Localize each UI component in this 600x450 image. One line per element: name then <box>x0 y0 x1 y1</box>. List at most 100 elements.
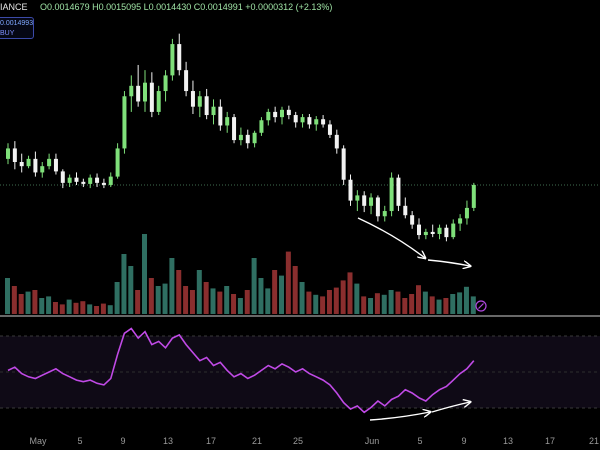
candle-body <box>163 75 168 92</box>
volume-bar <box>100 303 106 314</box>
candle-body <box>47 158 52 167</box>
candle-body <box>273 111 278 118</box>
candle-body <box>53 158 58 172</box>
candle-body <box>108 176 113 185</box>
candle-body <box>136 85 141 102</box>
volume-bar <box>183 286 189 314</box>
volume-bar <box>251 258 257 314</box>
volume-bar <box>244 290 250 314</box>
volume-bar <box>25 291 31 314</box>
volume-bar <box>313 294 319 314</box>
volume-bar <box>210 288 216 314</box>
candle-body <box>115 148 120 177</box>
candle-body <box>314 119 319 125</box>
candle-body <box>444 227 449 238</box>
candle-body <box>81 181 86 184</box>
candle-body <box>382 211 387 217</box>
x-tick-label: 5 <box>77 436 82 446</box>
volume-bar <box>320 296 326 314</box>
candle-body <box>334 134 339 149</box>
divergence-arrow-rsi-2 <box>431 402 470 413</box>
volume-bar <box>66 299 72 314</box>
candle-body <box>252 132 257 144</box>
candle-body <box>280 109 284 118</box>
volume-bar <box>203 282 209 314</box>
volume-bar <box>94 306 100 314</box>
volume-bar <box>272 270 278 314</box>
volume-bar <box>237 298 243 314</box>
candle-body <box>225 117 230 126</box>
candle-body <box>451 223 456 238</box>
candle-body <box>101 182 106 185</box>
candle-body <box>95 177 100 183</box>
x-axis: May 5 9 13 17 21 25 Jun 5 9 13 17 21 <box>29 436 599 446</box>
x-tick-label: Jun <box>365 436 380 446</box>
volume-bar <box>258 278 264 314</box>
x-tick-label: 9 <box>461 436 466 446</box>
candle-body <box>19 162 24 167</box>
open-value: O0.0014679 <box>40 2 90 12</box>
volume-bar <box>463 286 469 314</box>
volume-bar <box>176 270 182 314</box>
volume-bar <box>73 302 79 314</box>
x-tick-label: 5 <box>417 436 422 446</box>
x-tick-label: 21 <box>589 436 599 446</box>
change-value: +0.0000312 (+2.13%) <box>245 2 333 12</box>
candle-body <box>307 117 312 125</box>
volume-bar <box>450 294 456 314</box>
volume-bar <box>39 298 45 314</box>
volume-bar <box>217 291 223 314</box>
candle-body <box>26 158 31 167</box>
candle-body <box>238 134 243 141</box>
buy-label: BUY <box>0 30 15 37</box>
volume-bar <box>18 294 24 314</box>
candle-body <box>245 134 250 144</box>
close-value: C0.0014991 <box>193 2 243 12</box>
divergence-arrow-rsi <box>369 412 430 421</box>
buy-button[interactable]: 0.0014993 BUY <box>0 17 34 39</box>
volume-bar <box>388 290 394 314</box>
candle-body <box>40 166 45 173</box>
volume-bar <box>409 294 415 314</box>
candle-body <box>156 91 161 112</box>
candles <box>6 33 476 242</box>
volume-bar <box>32 290 38 314</box>
x-tick-label: 13 <box>163 436 173 446</box>
volume-bar <box>114 282 120 314</box>
candle-body <box>197 96 202 107</box>
volume-bars <box>5 234 476 314</box>
candle-body <box>417 224 421 236</box>
candle-body <box>266 111 271 121</box>
ohlc-legend: IANCE O0.0014679 H0.0015095 L0.0014430 C… <box>0 2 332 12</box>
volume-bar <box>142 234 147 314</box>
volume-bar <box>395 291 401 314</box>
x-tick-label: 17 <box>545 436 555 446</box>
candle-body <box>321 119 326 125</box>
divergence-arrow-price-2 <box>427 259 470 266</box>
candle-body <box>129 85 134 97</box>
volume-bar <box>148 278 154 314</box>
candle-body <box>259 120 264 133</box>
candle-body <box>170 44 175 76</box>
settings-icon[interactable] <box>475 300 487 312</box>
candle-body <box>122 96 127 149</box>
volume-bar <box>80 301 86 314</box>
candle-body <box>300 117 305 123</box>
volume-bar <box>128 266 134 314</box>
volume-bar <box>292 266 298 314</box>
symbol-label: IANCE <box>0 2 28 12</box>
x-tick-label: May <box>29 436 47 446</box>
volume-bar <box>5 278 10 314</box>
volume-bar <box>422 291 428 314</box>
volume-bar <box>135 290 141 314</box>
volume-bar <box>374 293 380 314</box>
candle-body <box>177 44 182 71</box>
volume-bar <box>196 270 202 314</box>
volume-bar <box>162 283 168 314</box>
volume-bar <box>361 296 367 314</box>
rsi-line <box>7 327 475 414</box>
divergence-arrow-price <box>357 217 425 258</box>
candle-body <box>471 184 476 208</box>
candle-body <box>143 82 147 102</box>
